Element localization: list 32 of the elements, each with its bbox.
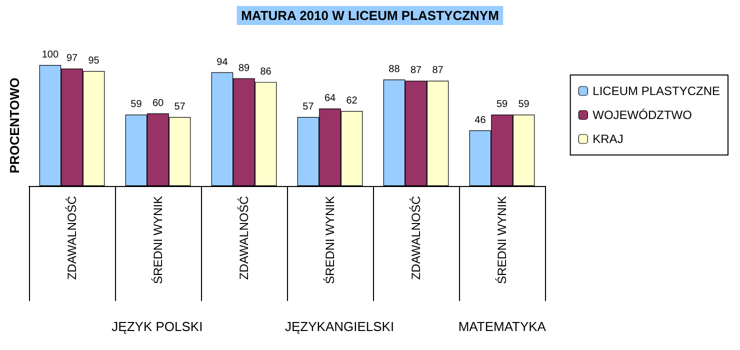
data-label: 97 — [66, 53, 78, 64]
x-tick-label: ZDAWALNOŚĆ — [237, 196, 251, 280]
x-tick-label: ZDAWALNOŚĆ — [65, 196, 79, 280]
x-tick-label: ZDAWALNOŚĆ — [409, 196, 423, 280]
x-tick-label: ŚREDNI WYNIK — [323, 196, 337, 284]
x-tick-label: ŚREDNI WYNIK — [495, 196, 509, 284]
text: JĘZYK POLSKI — [112, 319, 203, 334]
data-label: 57 — [174, 102, 186, 113]
legend-label: WOJEWÓDZTWO — [592, 108, 692, 122]
data-label: 100 — [42, 50, 59, 60]
data-label: 95 — [88, 56, 100, 67]
data-label: 87 — [410, 65, 422, 76]
chart-title: MATURA 2010 W LICEUM PLASTYCZNYM — [241, 8, 499, 23]
data-label: 64 — [324, 93, 336, 104]
data-label: 60 — [152, 98, 164, 109]
data-label: 59 — [496, 99, 508, 110]
data-label: 87 — [432, 65, 444, 76]
text: MATEMATYKA — [458, 319, 546, 334]
x-tick-label: ŚREDNI WYNIK — [151, 196, 165, 284]
data-label: 89 — [238, 62, 250, 74]
data-label: 62 — [346, 95, 358, 106]
data-label: 46 — [474, 114, 486, 126]
text: JĘZYKANGIELSKI — [285, 319, 394, 334]
data-label: 59 — [518, 99, 530, 110]
y-axis-title: PROCENTOWO — [7, 78, 22, 174]
data-label: 94 — [216, 56, 228, 68]
data-label: 57 — [302, 102, 314, 113]
legend-label: LICEUM PLASTYCZNE — [592, 84, 720, 98]
data-label: 86 — [260, 66, 272, 78]
data-label: 88 — [388, 64, 400, 76]
data-label: 59 — [130, 99, 142, 110]
legend-label: KRAJ — [592, 132, 624, 146]
